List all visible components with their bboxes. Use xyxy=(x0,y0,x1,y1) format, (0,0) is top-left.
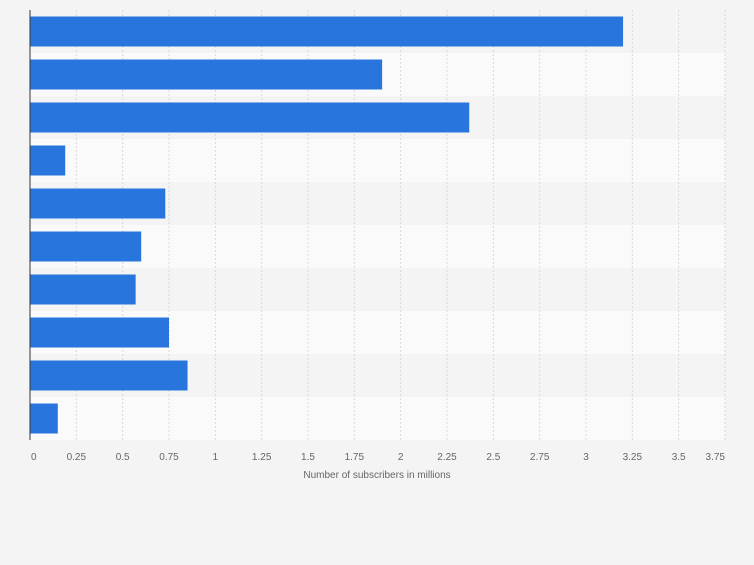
x-tick-label: 0.5 xyxy=(116,452,130,463)
x-tick-label: 1.25 xyxy=(252,452,272,463)
row-band xyxy=(30,225,725,268)
bar[interactable] xyxy=(30,59,383,90)
bar[interactable] xyxy=(30,145,66,176)
x-tick-label: 2.25 xyxy=(437,452,457,463)
bar[interactable] xyxy=(30,317,169,348)
x-tick-label: 2.5 xyxy=(486,452,500,463)
x-tick-label: 3.5 xyxy=(672,452,686,463)
x-tick-label: 3 xyxy=(583,452,589,463)
x-tick-label: 1 xyxy=(213,452,219,463)
bar[interactable] xyxy=(30,360,188,391)
bar[interactable] xyxy=(30,188,166,219)
x-tick-label: 1.5 xyxy=(301,452,315,463)
row-band xyxy=(30,268,725,311)
bar[interactable] xyxy=(30,102,470,133)
x-tick-label: 1.75 xyxy=(345,452,365,463)
x-tick-label: 0 xyxy=(31,452,37,463)
bar[interactable] xyxy=(30,231,142,262)
bar[interactable] xyxy=(30,16,624,47)
x-axis-tick-labels: 0 0.25 0.5 0.75 1 1.25 1.5 1.75 2 2.25 2.5 2.75 3 3.2… xyxy=(31,452,725,463)
x-tick-label: 3.75 xyxy=(706,452,726,463)
x-tick-label: 0.75 xyxy=(159,452,179,463)
x-tick-label: 2.75 xyxy=(530,452,550,463)
x-axis-title: Number of subscribers in millions xyxy=(303,470,450,481)
x-tick-label: 0.25 xyxy=(67,452,87,463)
x-tick-label: 2 xyxy=(398,452,404,463)
bar[interactable] xyxy=(30,403,58,434)
x-tick-label: 3.25 xyxy=(623,452,643,463)
bar[interactable] xyxy=(30,274,136,305)
bars xyxy=(30,16,624,434)
row-band xyxy=(30,397,725,440)
row-band xyxy=(30,139,725,182)
